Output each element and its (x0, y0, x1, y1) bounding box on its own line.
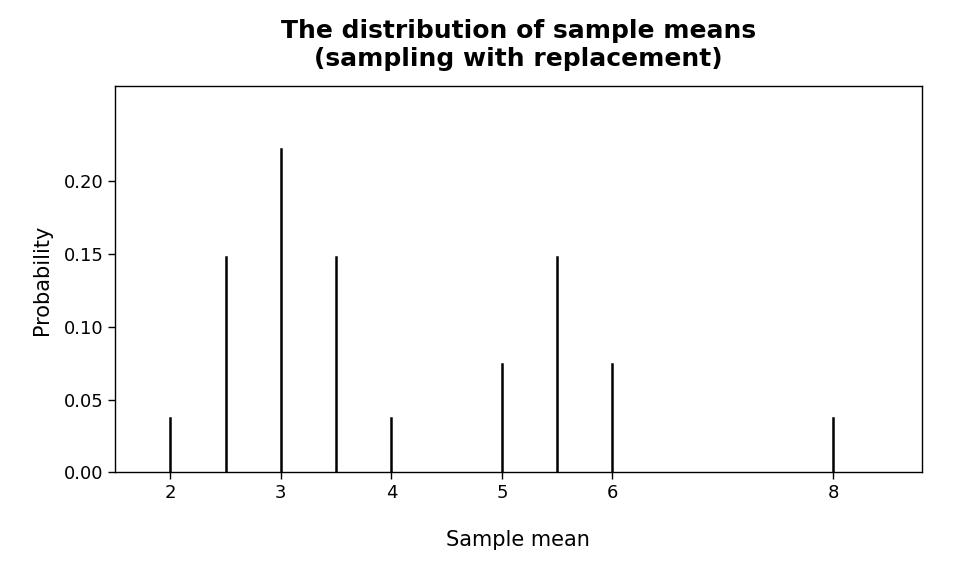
Y-axis label: Probability: Probability (33, 224, 53, 335)
X-axis label: Sample mean: Sample mean (446, 530, 590, 550)
Title: The distribution of sample means
(sampling with replacement): The distribution of sample means (sampli… (281, 19, 756, 71)
